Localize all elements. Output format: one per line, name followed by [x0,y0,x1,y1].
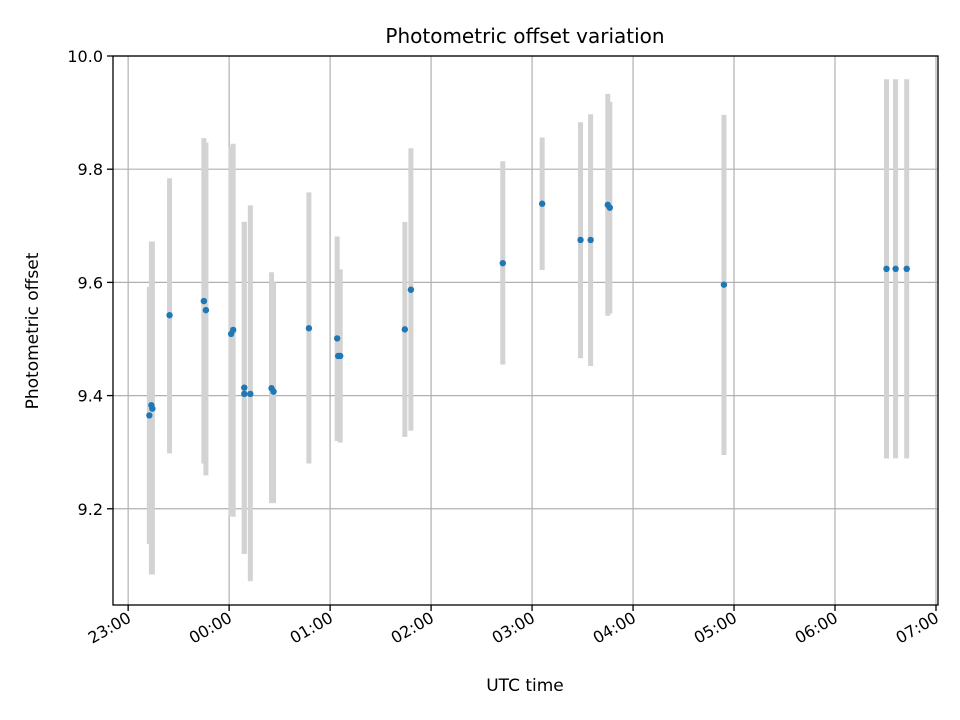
data-point [903,265,910,273]
data-point [200,297,208,305]
y-tick-label: 9.6 [78,273,103,292]
data-points [146,200,910,419]
y-tick-label: 9.8 [78,160,103,179]
data-point [166,312,173,319]
y-tick-label: 9.4 [78,387,103,406]
data-point [241,384,248,391]
data-point [538,200,546,207]
data-point [337,352,344,360]
chart-title: Photometric offset variation [385,24,664,48]
data-point [577,236,584,244]
data-point [146,412,153,419]
data-point [401,326,409,333]
data-point [247,390,254,398]
data-point [606,204,614,211]
y-tick-label: 10.0 [67,47,103,66]
data-point [305,325,313,332]
data-point [270,388,277,395]
data-point [720,281,728,288]
x-axis-label: UTC time [486,676,564,696]
data-point [241,390,248,398]
plot-frame [112,55,939,606]
data-point [149,405,156,412]
y-axis-ticks: 9.2 9.4 9.6 9.8 10.0 [67,47,113,519]
y-tick-label: 9.2 [78,500,103,519]
data-point [587,236,594,244]
data-point [892,265,899,273]
data-point [883,265,890,273]
data-point [499,259,506,267]
data-point [333,335,341,342]
data-point [407,286,415,293]
y-axis-label: Photometric offset [23,252,43,409]
data-point [229,326,237,334]
data-point [202,306,210,314]
